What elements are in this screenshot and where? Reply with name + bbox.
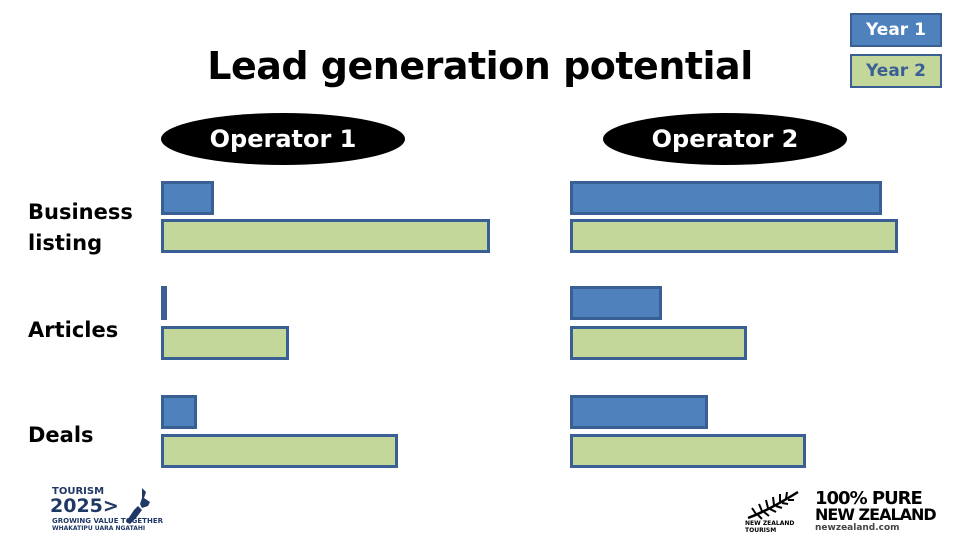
row-label-deals: Deals — [28, 423, 94, 447]
nz-tourism-caption: NEW ZEALAND TOURISM — [745, 520, 794, 534]
operator-2-bar-articles-year-1 — [570, 286, 662, 320]
operator-2-bar-articles-year-2 — [570, 326, 747, 360]
operator-2-bar-business-listing-year-2 — [570, 219, 898, 253]
row-label-business-line1: Business — [28, 200, 133, 224]
operator-2-bar-business-listing-year-1 — [570, 181, 882, 215]
tourism-2025-logo: TOURISM 2025> GROWING VALUE TOGETHER WHA… — [48, 486, 163, 532]
tourism-logo-line3: GROWING VALUE TOGETHER — [52, 517, 163, 525]
silver-fern-icon — [747, 490, 799, 520]
row-label-business-listing: Business listing — [28, 197, 133, 259]
operator-1-pill: Operator 1 — [161, 113, 405, 165]
operator-1-bar-business-listing-year-2 — [161, 219, 490, 253]
operator-2-bar-deals-year-2 — [570, 434, 806, 468]
pure-nz-line1: 100% PURE — [815, 488, 923, 509]
nz-tourism-logo: NEW ZEALAND TOURISM 100% PURE NEW ZEALAN… — [742, 486, 942, 534]
tourism-logo-line1: TOURISM — [52, 486, 105, 497]
pure-nz-line2: NEW ZEALAND — [815, 505, 937, 524]
nz-tourism-caption-line2: TOURISM — [745, 527, 777, 534]
legend-year-2: Year 2 — [850, 54, 942, 88]
tourism-logo-line2: 2025> — [50, 495, 119, 517]
pure-nz-url: newzealand.com — [815, 523, 900, 533]
operator-1-bar-business-listing-year-1 — [161, 181, 214, 215]
tourism-logo-line4: WHAKATIPU UARA NGATAHI — [52, 525, 146, 532]
operator-1-bar-articles-year-1 — [161, 286, 167, 320]
nz-tourism-caption-line1: NEW ZEALAND — [745, 520, 795, 527]
operator-1-bar-articles-year-2 — [161, 326, 289, 360]
operator-1-bar-deals-year-2 — [161, 434, 398, 468]
operator-2-bar-deals-year-1 — [570, 395, 708, 429]
operator-2-pill: Operator 2 — [603, 113, 847, 165]
slide-title: Lead generation potential — [207, 44, 753, 88]
row-label-articles: Articles — [28, 318, 119, 342]
operator-1-bar-deals-year-1 — [161, 395, 197, 429]
legend-year-1: Year 1 — [850, 13, 942, 47]
nz-map-icon — [126, 488, 150, 524]
row-label-business-line2: listing — [28, 231, 103, 255]
